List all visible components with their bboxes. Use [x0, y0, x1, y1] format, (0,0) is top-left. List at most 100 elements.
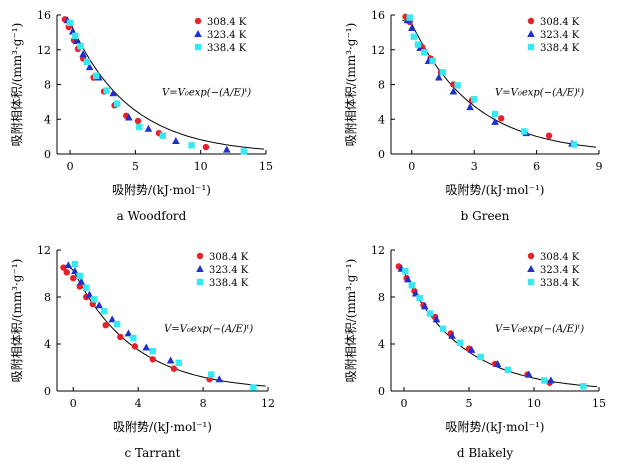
data-point: [570, 141, 578, 148]
data-point: [421, 49, 428, 56]
chart-panel-2: 0 3 6 9 0 4 8 12 16 吸附势/(kJ·mol⁻¹) 吸附相体积/(mm³·g⁻¹)…: [344, 9, 603, 223]
data-point: [250, 384, 257, 391]
legend-label: 323.4 K: [209, 265, 249, 276]
data-point: [580, 383, 587, 390]
data-point: [454, 82, 461, 89]
data-point: [103, 87, 110, 94]
data-point: [467, 345, 476, 353]
data-point: [207, 371, 215, 378]
x-tick-label: 0: [401, 397, 408, 410]
data-point: [404, 275, 412, 283]
data-point: [439, 69, 447, 76]
data-point: [144, 124, 153, 132]
x-tick-label: 5: [132, 160, 139, 173]
chart-panel-3: 0 4 8 12 0 4 8 12 吸附势/(kJ·mol⁻¹) 吸附相体积/(mm³·g⁻¹) c…: [10, 244, 275, 460]
panel-caption: b Green: [461, 209, 510, 223]
formula-annotation: V=V₀exp(−(A/E)ᵗ): [164, 324, 253, 335]
y-tick-label: 4: [378, 338, 385, 351]
x-tick-label: 10: [194, 160, 208, 173]
data-point: [91, 296, 98, 303]
legend-label: 308.4 K: [540, 17, 580, 28]
y-tick-label: 12: [371, 244, 385, 257]
panel-caption: d Blakely: [457, 446, 514, 460]
y-axis-title: 吸附相体积/(mm³·g⁻¹): [10, 259, 24, 383]
fit-curve: [63, 17, 265, 150]
x-tick-label: 0: [67, 160, 74, 173]
data-point: [240, 148, 247, 155]
legend-marker: [196, 252, 204, 260]
data-point: [77, 43, 84, 50]
x-axis-title: 吸附势/(kJ·mol⁻¹): [446, 183, 545, 197]
legend-label: 338.4 K: [209, 278, 249, 289]
x-tick-label: 15: [259, 160, 273, 173]
legend-label: 323.4 K: [540, 30, 580, 41]
x-tick-label: 12: [261, 397, 275, 410]
data-point: [491, 110, 499, 118]
data-point: [108, 315, 116, 323]
x-axis-title: 吸附势/(kJ·mol⁻¹): [446, 420, 545, 434]
data-point: [520, 128, 528, 135]
chart-panel-4: 0 5 10 15 0 4 8 12 吸附势/(kJ·mol⁻¹) 吸附相体积/(mm³·g⁻¹)…: [344, 244, 606, 460]
data-point: [411, 289, 420, 297]
data-point: [402, 267, 409, 275]
data-point: [117, 333, 124, 341]
data-point: [66, 19, 74, 27]
x-tick-label: 10: [527, 397, 541, 410]
data-point: [149, 347, 156, 355]
y-axis-title: 吸附相体积/(mm³·g⁻¹): [344, 23, 358, 147]
data-point: [188, 142, 195, 149]
data-point: [60, 264, 67, 271]
legend-label: 338.4 K: [207, 43, 247, 54]
x-tick-label: 3: [471, 160, 478, 173]
data-point: [125, 113, 133, 121]
data-point: [136, 123, 143, 131]
legend-marker: [196, 278, 204, 286]
x-tick-label: 9: [596, 160, 603, 173]
data-point: [63, 269, 70, 276]
panel-caption: c Tarrant: [125, 446, 181, 460]
data-point: [76, 283, 83, 290]
y-tick-label: 16: [37, 9, 51, 22]
data-point: [85, 290, 94, 298]
y-tick-label: 0: [44, 148, 51, 161]
y-tick-label: 8: [378, 79, 385, 92]
data-point: [491, 117, 499, 125]
data-point: [408, 282, 415, 289]
data-point: [170, 365, 178, 372]
data-point: [85, 63, 94, 71]
legend-label: 308.4 K: [207, 17, 247, 28]
data-point: [109, 89, 117, 97]
data-point: [71, 260, 79, 268]
data-point: [456, 339, 464, 347]
y-tick-label: 8: [44, 79, 51, 92]
data-point: [113, 100, 121, 107]
data-point: [166, 356, 175, 364]
data-point: [439, 325, 447, 332]
legend-label: 338.4 K: [540, 43, 580, 54]
data-point: [175, 359, 182, 366]
data-point: [448, 331, 456, 339]
data-point: [95, 301, 103, 309]
data-point: [100, 307, 108, 315]
legend-label: 323.4 K: [207, 30, 247, 41]
legend-marker: [194, 30, 202, 37]
data-point: [72, 32, 79, 40]
data-point: [70, 275, 77, 282]
data-point: [421, 302, 429, 310]
data-point: [449, 87, 458, 95]
y-tick-label: 8: [44, 291, 51, 304]
data-point: [547, 376, 555, 384]
legend-marker: [194, 17, 202, 25]
data-point: [76, 272, 83, 280]
data-point: [134, 117, 142, 125]
x-tick-label: 8: [200, 397, 207, 410]
data-point: [545, 132, 553, 139]
legend-marker: [196, 265, 204, 272]
data-point: [541, 377, 548, 384]
data-point: [71, 267, 79, 275]
formula-annotation: V=V₀exp(−(A/E)ᵗ): [495, 324, 584, 335]
data-point: [83, 284, 90, 291]
data-point: [172, 136, 180, 144]
legend-marker: [527, 17, 535, 25]
data-point: [215, 375, 224, 383]
